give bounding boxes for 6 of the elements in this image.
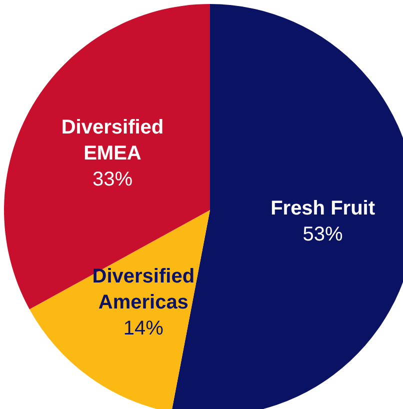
- slice-label: Diversified Americas: [92, 266, 195, 314]
- data-label: 33%: [92, 168, 133, 190]
- slice-label: Diversified EMEA: [61, 116, 164, 164]
- data-label: 53%: [302, 224, 344, 246]
- slice-label: Fresh Fruit: [270, 198, 376, 220]
- data-label: 14%: [123, 318, 164, 340]
